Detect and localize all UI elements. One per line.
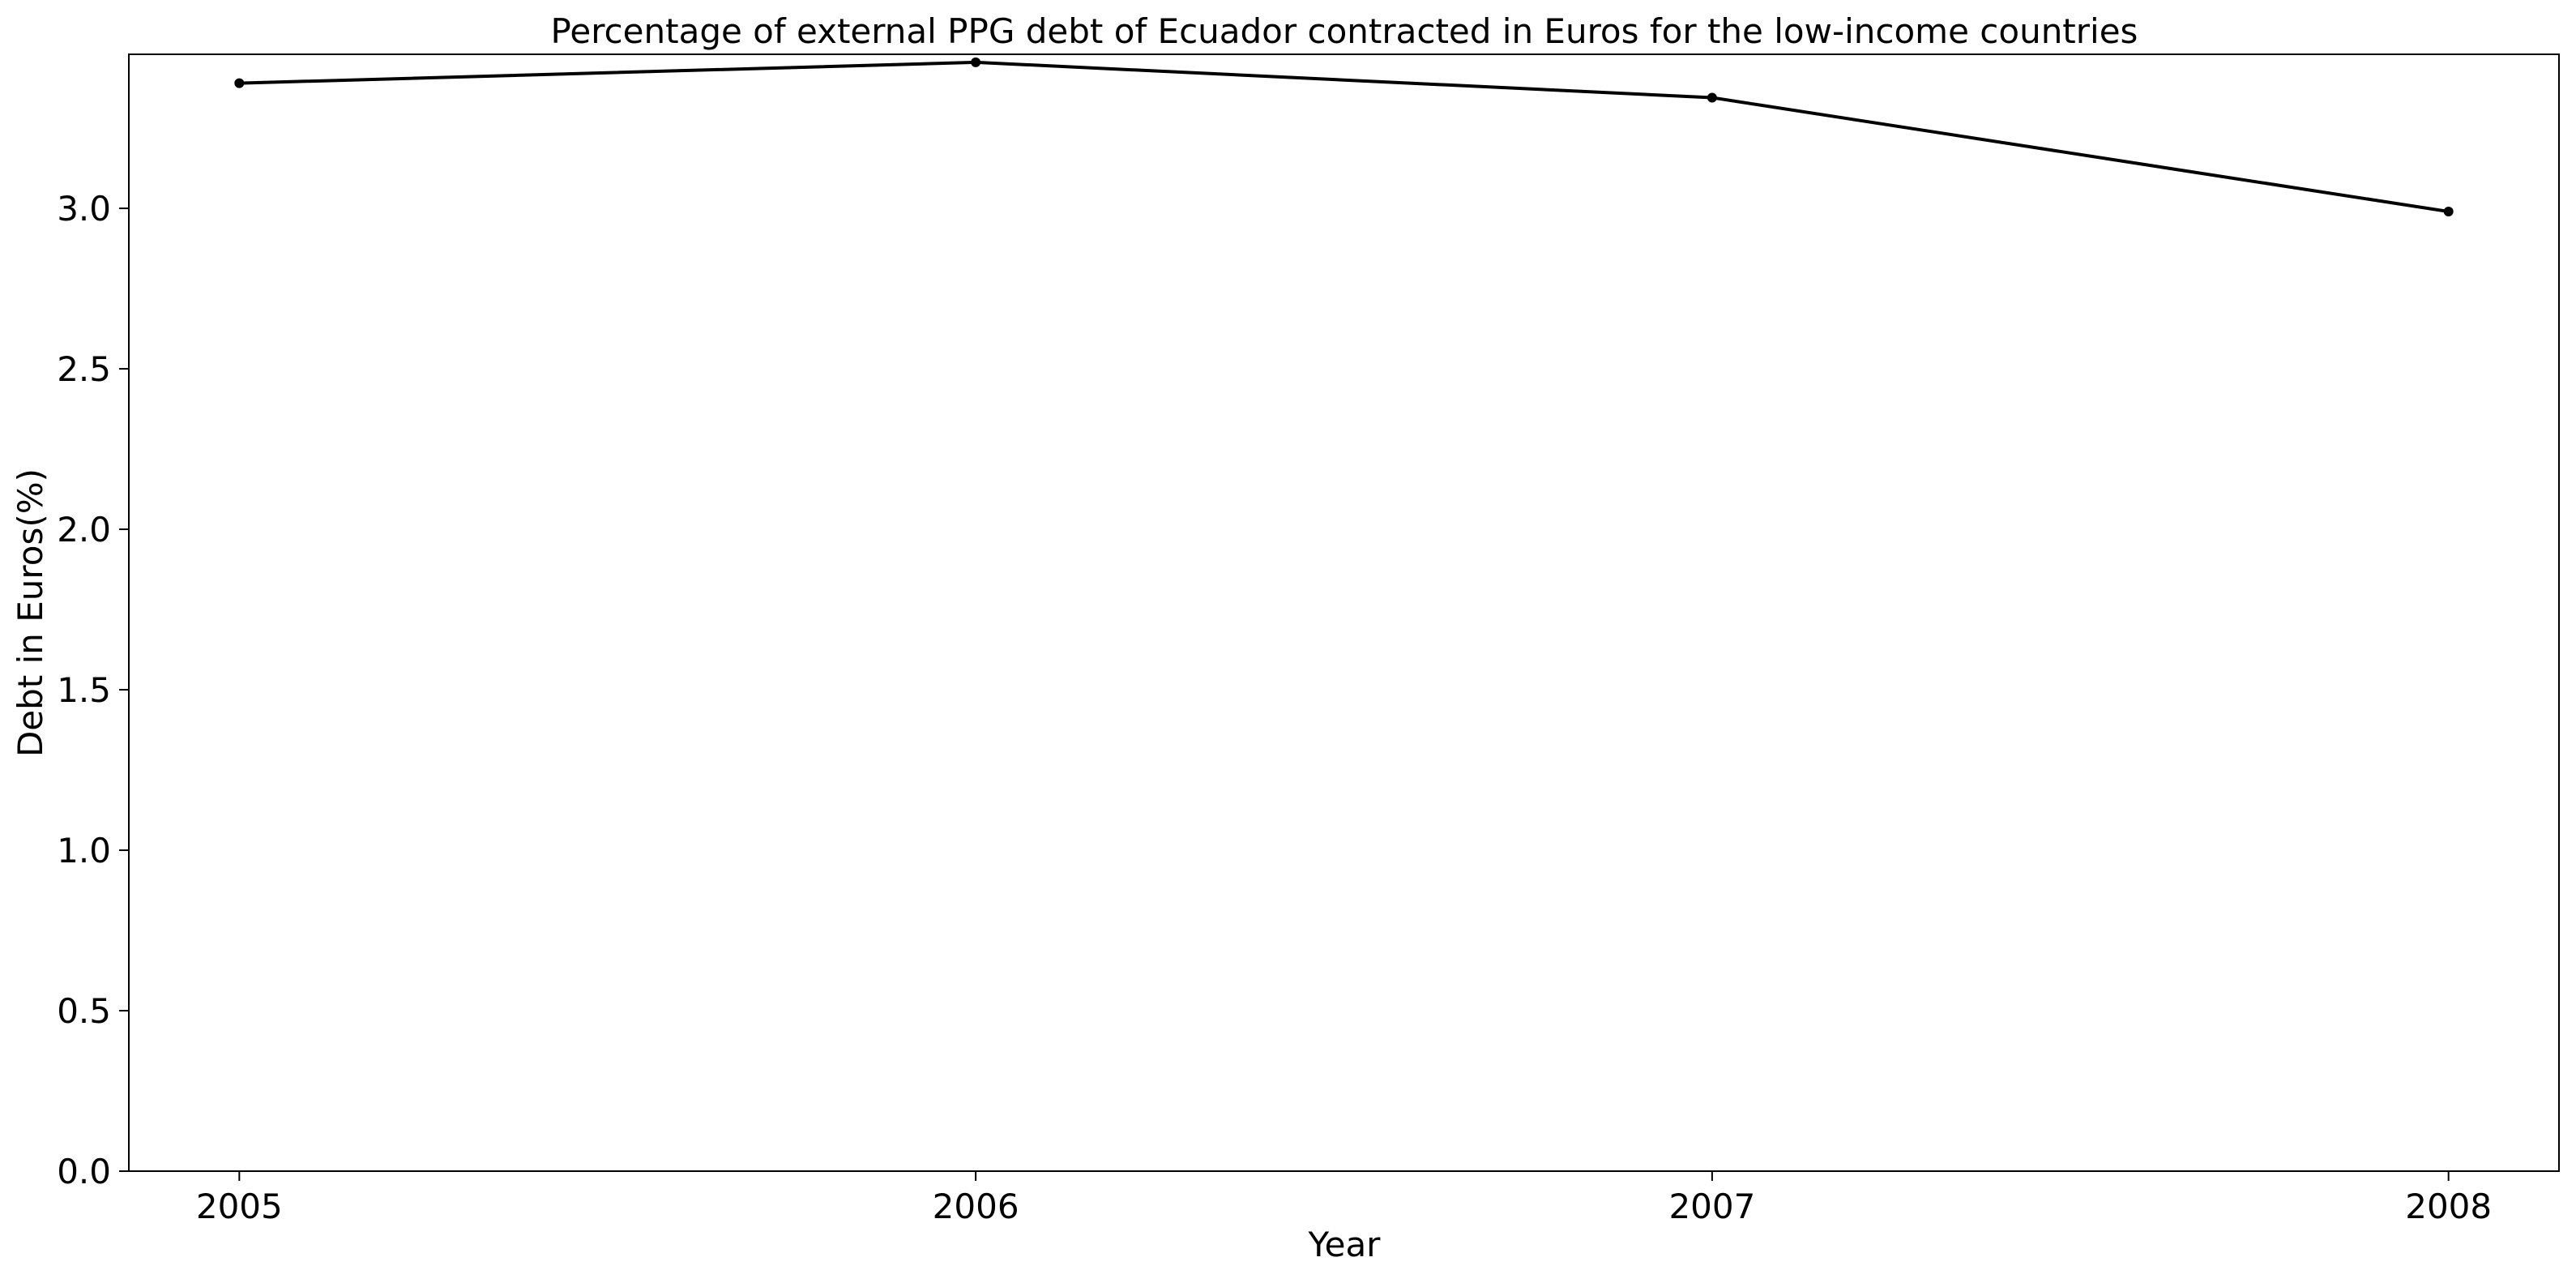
data-point-2008 [2443, 207, 2454, 217]
y-tick-label: 3.0 [57, 189, 111, 229]
data-point-2005 [234, 78, 245, 88]
y-axis: 0.0 0.5 1.0 1.5 2.0 2.5 3.0 [57, 189, 129, 1191]
x-tick-label: 2006 [933, 1187, 1019, 1226]
chart-title: Percentage of external PPG debt of Ecuad… [551, 11, 2138, 51]
y-axis-label: Debt in Euros(%) [11, 468, 50, 757]
y-tick-label: 0.0 [57, 1152, 111, 1191]
y-tick-label: 0.5 [57, 991, 111, 1031]
x-axis: 2005 2006 2007 2008 [196, 1171, 2492, 1226]
plot-area-frame [128, 53, 2560, 1172]
x-axis-label: Year [1308, 1225, 1382, 1264]
data-point-2007 [1707, 92, 1717, 103]
series-line [239, 60, 2449, 214]
y-tick-label: 2.5 [57, 349, 111, 389]
y-tick-label: 2.0 [57, 510, 111, 550]
x-tick-label: 2005 [196, 1187, 283, 1226]
x-tick-label: 2008 [2405, 1187, 2492, 1226]
x-tick-label: 2007 [1668, 1187, 1755, 1226]
y-tick-label: 1.0 [57, 831, 111, 870]
series-layer [234, 57, 2454, 217]
data-point-2006 [971, 57, 981, 67]
y-tick-label: 1.5 [57, 670, 111, 710]
